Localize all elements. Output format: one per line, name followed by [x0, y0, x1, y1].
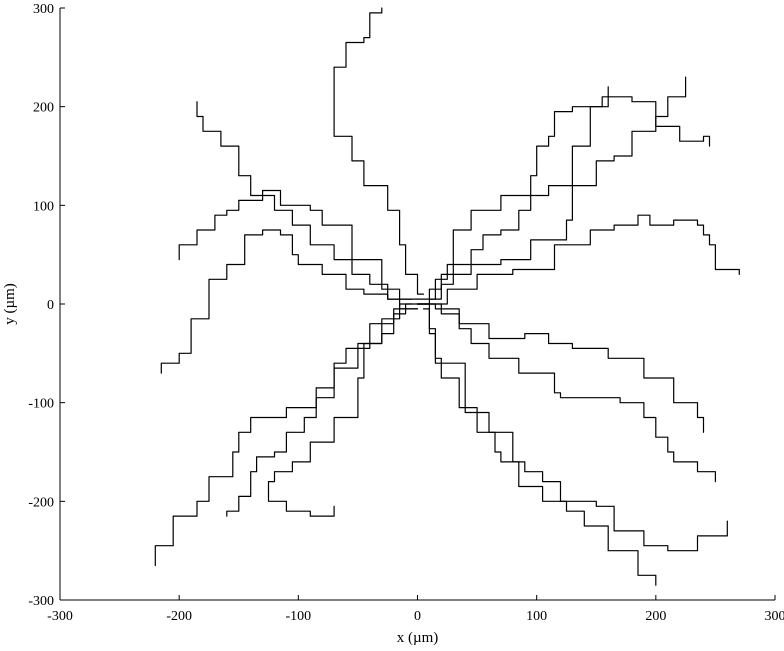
- x-tick-label: 100: [526, 609, 547, 624]
- x-tick-label: -100: [285, 609, 311, 624]
- y-axis-title: y (µm): [2, 283, 18, 325]
- trajectory-line: [416, 214, 740, 305]
- trajectory-line: [333, 7, 425, 295]
- x-tick-label: 0: [414, 609, 421, 624]
- trajectory-line: [154, 303, 419, 567]
- y-tick-label: 100: [33, 199, 54, 214]
- trajectory-line: [416, 303, 716, 483]
- y-tick-label: -100: [28, 397, 54, 412]
- trajectory-line: [178, 189, 419, 310]
- trajectory-line: [160, 229, 413, 374]
- trajectory-line: [416, 76, 687, 300]
- trajectory-line: [226, 308, 419, 517]
- y-tick-label: 300: [33, 2, 54, 17]
- trajectory-line: [416, 303, 657, 586]
- x-axis-title: x (µm): [397, 630, 439, 646]
- trajectory-line: [422, 308, 728, 552]
- y-axis-ticks: -300 -200 -100 0 100 200 300: [28, 2, 65, 609]
- x-tick-label: 200: [645, 609, 666, 624]
- trajectory-line: [416, 303, 705, 433]
- x-tick-label: 300: [765, 609, 784, 624]
- trajectory-line: [428, 96, 711, 300]
- trajectory-line: [196, 101, 419, 300]
- x-tick-label: -200: [166, 609, 192, 624]
- y-tick-label: 0: [47, 298, 54, 313]
- trajectory-traces: [154, 7, 740, 586]
- y-tick-label: -300: [28, 594, 54, 609]
- y-tick-label: 200: [33, 101, 54, 116]
- x-axis-ticks: -300 -200 -100 0 100 200 300: [47, 595, 784, 624]
- trajectory-line: [267, 303, 413, 517]
- y-tick-label: -200: [28, 495, 54, 510]
- x-tick-label: -300: [47, 609, 73, 624]
